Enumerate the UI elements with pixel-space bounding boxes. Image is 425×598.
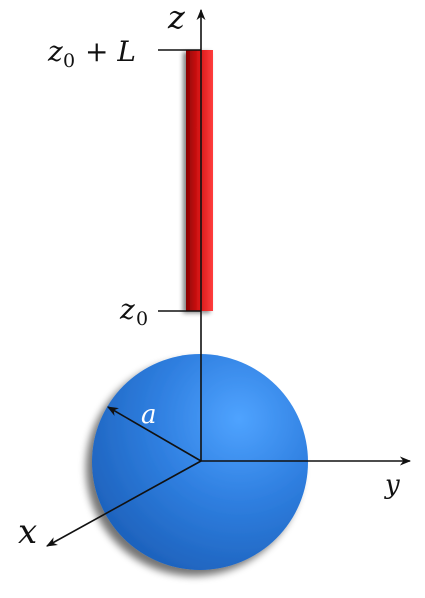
z0-plus-L-sub: 0 [63,50,75,72]
z-axis-label: z [167,0,186,36]
z0-label: z 0 [119,293,148,330]
z0-sub: 0 [136,308,148,330]
radius-arrow [107,406,202,462]
z0-plus-L-rest: + L [85,35,136,68]
z0-plus-L-label: z 0 + L [47,35,136,72]
rod [186,50,213,311]
x-axis [46,460,202,547]
x-axis-label: x [18,512,37,552]
radius-label: a [141,400,157,430]
z0-var: z [119,293,135,326]
z0-plus-L-var: z [47,35,63,68]
y-axis-label: y [384,470,400,500]
